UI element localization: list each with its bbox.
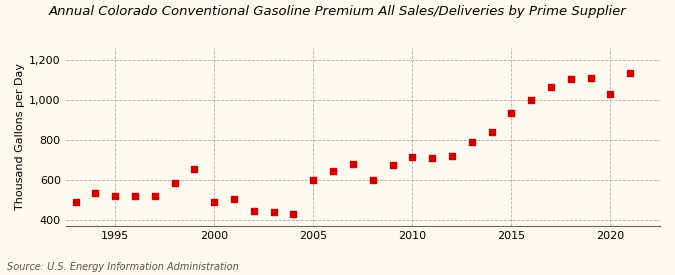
Point xyxy=(545,85,556,89)
Point xyxy=(288,212,299,216)
Point xyxy=(447,154,458,158)
Point xyxy=(566,77,576,81)
Point xyxy=(209,200,219,204)
Text: Source: U.S. Energy Information Administration: Source: U.S. Energy Information Administ… xyxy=(7,262,238,272)
Point xyxy=(348,162,358,166)
Point xyxy=(248,209,259,213)
Text: Annual Colorado Conventional Gasoline Premium All Sales/Deliveries by Prime Supp: Annual Colorado Conventional Gasoline Pr… xyxy=(49,6,626,18)
Point xyxy=(308,178,319,182)
Point xyxy=(130,194,140,198)
Y-axis label: Thousand Gallons per Day: Thousand Gallons per Day xyxy=(15,64,25,210)
Point xyxy=(268,210,279,214)
Point xyxy=(466,140,477,144)
Point xyxy=(90,191,101,195)
Point xyxy=(110,194,121,198)
Point xyxy=(327,169,338,173)
Point xyxy=(367,178,378,182)
Point xyxy=(486,130,497,134)
Point xyxy=(229,197,240,201)
Point xyxy=(625,71,636,75)
Point xyxy=(169,181,180,185)
Point xyxy=(427,156,437,160)
Point xyxy=(506,111,517,115)
Point xyxy=(387,163,398,167)
Point xyxy=(70,200,81,204)
Point xyxy=(605,92,616,96)
Point xyxy=(526,98,537,102)
Point xyxy=(149,194,160,198)
Point xyxy=(585,76,596,80)
Point xyxy=(189,167,200,171)
Point xyxy=(407,155,418,159)
